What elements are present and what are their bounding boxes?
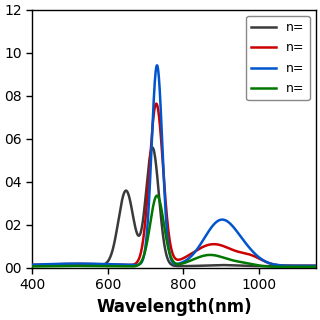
Legend: n=, n=, n=, n=: n=, n=, n=, n= (246, 16, 309, 100)
X-axis label: Wavelength(nm): Wavelength(nm) (96, 298, 252, 316)
